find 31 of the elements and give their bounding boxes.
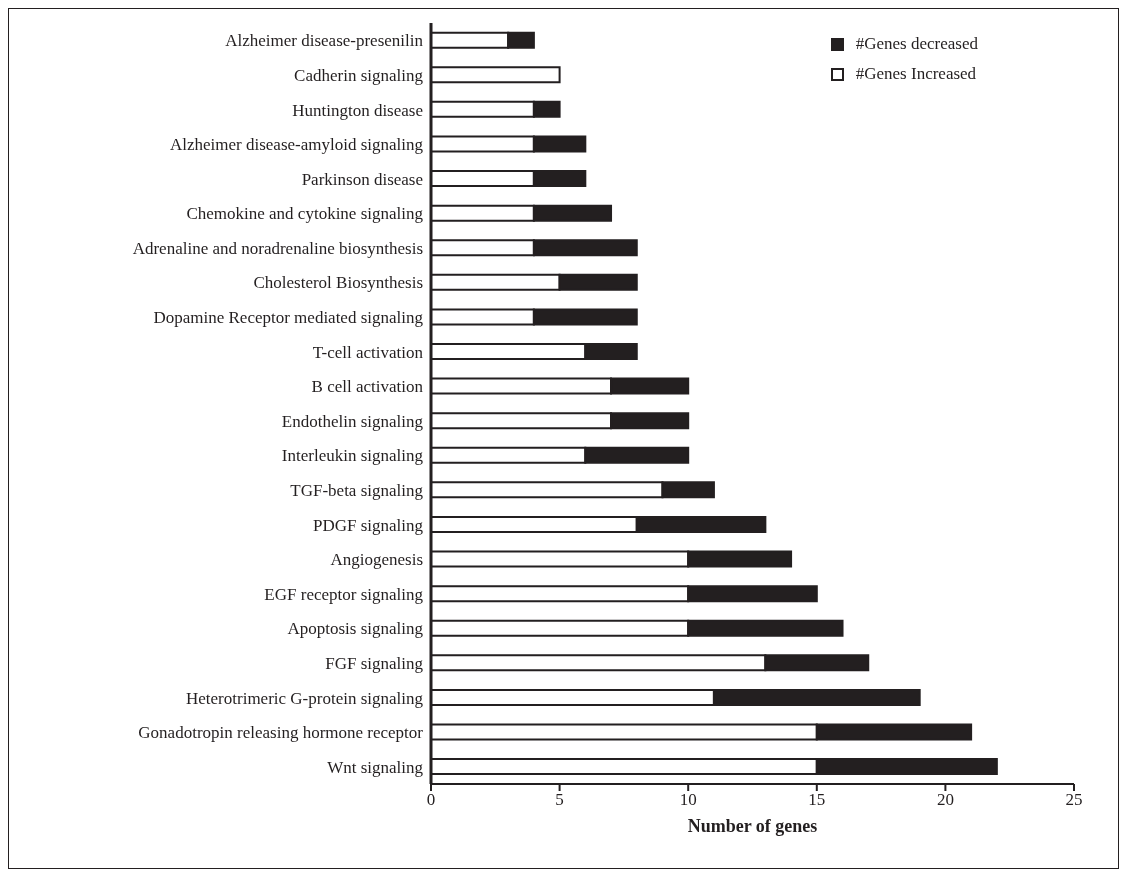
x-tick-label: 15 xyxy=(808,790,826,810)
y-tick-label: T-cell activation xyxy=(312,342,424,362)
x-tick-label: 20 xyxy=(936,790,954,810)
y-tick-label: FGF signaling xyxy=(325,653,424,673)
x-tick-label: 0 xyxy=(426,790,436,810)
y-tick-label: Wnt signaling xyxy=(327,757,424,777)
y-tick-label: Adrenaline and noradrenaline biosynthesis xyxy=(132,238,423,258)
legend-label: #Genes decreased xyxy=(855,33,978,55)
y-tick-label: Alzheimer disease-amyloid signaling xyxy=(169,135,424,155)
y-tick-label: Dopamine Receptor mediated signaling xyxy=(153,308,424,328)
y-tick-label: Huntington disease xyxy=(292,100,423,120)
x-axis-title: Number of genes xyxy=(687,816,818,836)
y-tick-label: Angiogenesis xyxy=(330,550,423,570)
y-tick-label: Apoptosis signaling xyxy=(287,619,424,639)
y-tick-label: Cadherin signaling xyxy=(294,65,424,85)
y-tick-label: Cholesterol Biosynthesis xyxy=(253,273,423,293)
y-tick-label: Parkinson disease xyxy=(301,169,423,189)
y-tick-label: Heterotrimeric G-protein signaling xyxy=(186,688,424,708)
x-tick-label: 25 xyxy=(1065,790,1083,810)
y-tick-label: Interleukin signaling xyxy=(281,446,424,466)
y-tick-label: PDGF signaling xyxy=(312,515,424,535)
y-tick-label: Chemokine and cytokine signaling xyxy=(186,204,424,224)
y-tick-label: Alzheimer disease-presenilin xyxy=(225,31,424,51)
y-tick-label: EGF receptor signaling xyxy=(264,584,424,604)
y-tick-label: B cell activation xyxy=(311,377,424,397)
y-tick-label: TGF-beta signaling xyxy=(290,481,424,501)
x-tick-label: 5 xyxy=(555,790,564,810)
y-tick-label: Gonadotropin releasing hormone receptor xyxy=(138,723,424,743)
y-tick-label: Endothelin signaling xyxy=(281,411,424,431)
legend-label: #Genes Increased xyxy=(855,63,977,85)
x-tick-label: 10 xyxy=(679,790,697,810)
